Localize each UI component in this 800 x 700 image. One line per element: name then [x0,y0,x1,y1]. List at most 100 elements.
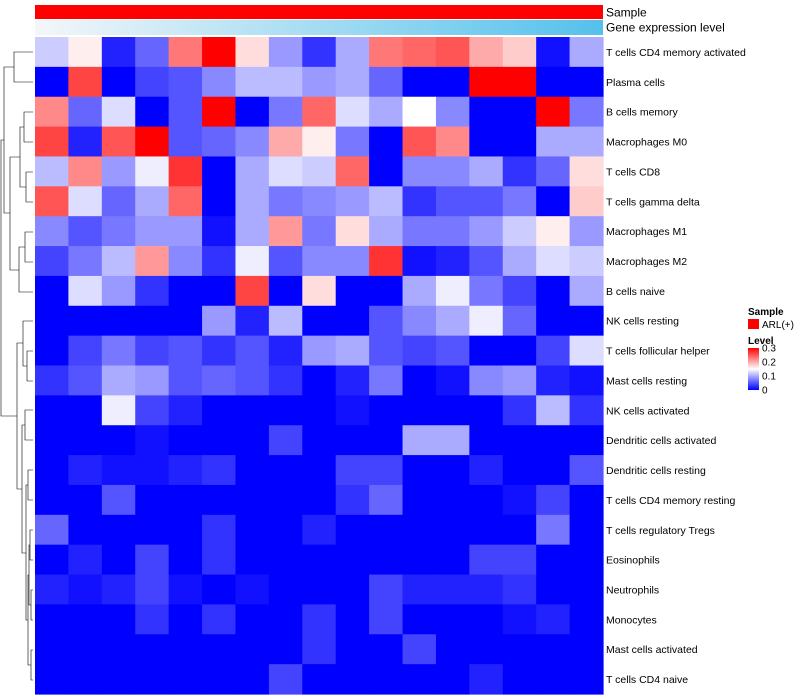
heatmap-cell [402,514,437,546]
heatmap-cell [302,664,337,695]
heatmap-cell [369,574,404,606]
heatmap-cell [35,484,70,516]
heatmap-cell [569,544,604,576]
heatmap-cell [469,425,504,456]
heatmap-cell [68,275,103,307]
heatmap-cell [268,664,303,695]
heatmap-cell [435,305,470,337]
heatmap-cell [268,455,303,486]
heatmap-cell [268,335,303,367]
heatmap-cell [435,96,470,128]
heatmap-cell [469,664,504,695]
heatmap-cell [569,395,604,426]
row-label: B cells memory [606,107,679,119]
heatmap-cell [569,246,604,277]
heatmap-cell [402,544,437,576]
heatmap-cell [302,634,337,665]
heatmap-cell [469,96,504,128]
row-label: Neutrophils [606,584,659,596]
heatmap-cell [202,455,237,486]
heatmap-cell [469,484,504,516]
heatmap-cell [35,664,70,695]
heatmap-cell [101,455,136,486]
heatmap-cell [101,96,136,128]
heatmap-cell [302,604,337,635]
heatmap-cell [168,395,203,426]
heatmap-cell [35,425,70,456]
heatmap-cell [68,335,103,367]
heatmap-cell [135,275,170,307]
row-dendrogram [0,51,33,681]
heatmap-cell [35,66,70,98]
heatmap-cell [168,664,203,695]
heatmap-cell [402,126,437,158]
heatmap-cell [335,604,370,635]
row-label: Macrophages M2 [606,256,687,268]
heatmap-cell [369,335,404,367]
heatmap-cell [502,37,537,68]
heatmap-cell [536,604,571,635]
heatmap-cell [369,216,404,247]
heatmap-cell [569,634,604,665]
heatmap-cell [101,156,136,187]
heatmap-cell [369,305,404,337]
heatmap-cell [268,186,303,217]
heatmap-cell [469,574,504,606]
heatmap-cell [435,484,470,516]
heatmap-cell [435,664,470,695]
heatmap-cell [369,484,404,516]
heatmap-cell [101,544,136,576]
heatmap-cell [68,634,103,665]
heatmap-cell [135,335,170,367]
heatmap-cell [569,66,604,98]
heatmap-cell [168,246,203,277]
row-label: T cells follicular helper [606,346,710,358]
heatmap-cell [101,335,136,367]
heatmap-cell [469,275,504,307]
heatmap-cell [369,37,404,68]
heatmap-cell [569,186,604,217]
heatmap-cell [469,66,504,98]
row-label: Mast cells resting [606,375,687,387]
heatmap-cell [35,395,70,426]
heatmap-cell [302,365,337,396]
heatmap-cell [302,305,337,337]
heatmap-cell [135,126,170,158]
legend-level-ticks: 0.3 0.2 0.1 0 [762,344,776,397]
heatmap-cell [135,634,170,665]
heatmap-cell [35,246,70,277]
sample-annotation-label: Sample [606,6,647,20]
heatmap-cell [202,664,237,695]
heatmap-cell [569,305,604,337]
heatmap-cell [369,275,404,307]
heatmap-cell [101,484,136,516]
heatmap-cell [235,96,270,128]
heatmap-cell [101,186,136,217]
gene-expression-annotation-bar [35,20,603,35]
heatmap-cell [502,126,537,158]
heatmap-cell [202,634,237,665]
heatmap-cell [569,455,604,486]
heatmap-cell [402,186,437,217]
heatmap-cell [302,66,337,98]
heatmap-cell [135,156,170,187]
heatmap-cell [68,37,103,68]
heatmap-cell [101,305,136,337]
heatmap-cell [68,574,103,606]
legend: Sample ARL(+) Level 0.3 0.2 0.1 0 [748,307,794,397]
heatmap-cell [101,514,136,546]
heatmap-cell [536,335,571,367]
heatmap-cell [202,186,237,217]
heatmap-cell [268,514,303,546]
heatmap-cell [35,604,70,635]
heatmap-cell [268,126,303,158]
heatmap-cell [335,186,370,217]
heatmap-cell [202,216,237,247]
heatmap-cell [536,425,571,456]
heatmap-cell [101,604,136,635]
heatmap-cell [235,425,270,456]
heatmap-cell [168,425,203,456]
heatmap-cell [502,664,537,695]
heatmap-cell [168,514,203,546]
heatmap-cell [135,604,170,635]
